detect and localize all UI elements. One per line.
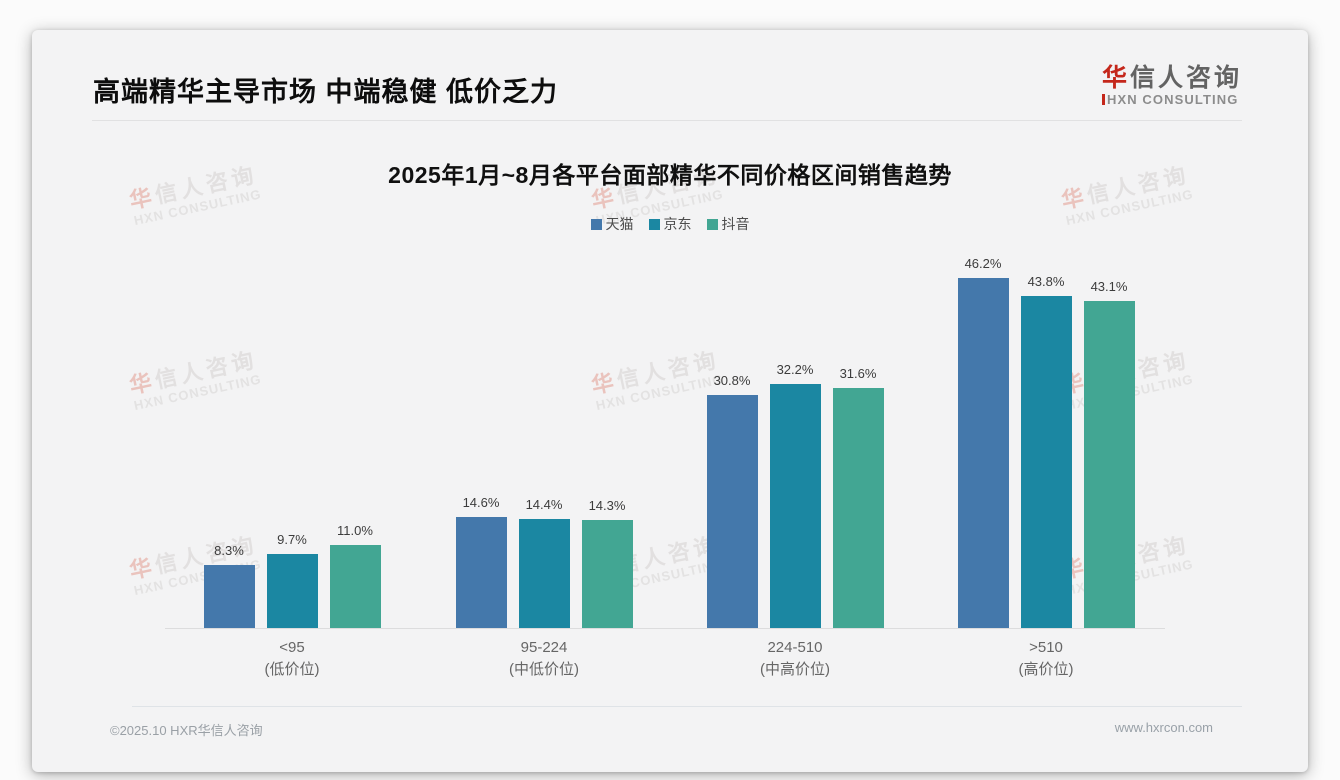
plot-area: 8.3% 9.7% 11.0% <95 (低价位) 14.6% 14.4% 14.3% 95-2… bbox=[32, 30, 1308, 772]
bar-value-label: 32.2% bbox=[776, 362, 814, 377]
bar-天猫-<95[interactable] bbox=[203, 565, 255, 628]
bar-抖音-95-224[interactable] bbox=[581, 520, 633, 628]
category-tier-label: (低价位) bbox=[264, 661, 320, 678]
bar-京东-95-224[interactable] bbox=[518, 519, 570, 628]
category-label-224-510: 224-510 (中高价位) bbox=[695, 637, 895, 681]
category-range-label: 224-510 bbox=[767, 639, 823, 656]
bar-京东-224-510[interactable] bbox=[769, 384, 821, 628]
category-tier-label: (高价位) bbox=[1018, 661, 1074, 678]
logo-red-mark bbox=[1101, 94, 1105, 105]
legend-item-jd[interactable]: 京东 bbox=[648, 214, 692, 234]
bar-value-label: 30.8% bbox=[713, 373, 751, 388]
category-range-label: <95 bbox=[279, 639, 305, 656]
company-logo: 华信人咨询 HXN CONSULTING bbox=[1101, 64, 1242, 107]
report-card: 华信人咨询 HXN CONSULTING 华信人咨询 HXN CONSULTING 华信… bbox=[32, 30, 1308, 772]
category-tier-label: (中高价位) bbox=[760, 661, 830, 678]
logo-zh-accent-char: 华 bbox=[1101, 64, 1130, 92]
footer-copyright: ©2025.10 HXR华信人咨询 bbox=[110, 723, 263, 738]
logo-zh-rest: 信人咨询 bbox=[1129, 64, 1242, 92]
footer-website: www.hxrcon.com bbox=[1114, 720, 1213, 735]
legend-swatch-jd bbox=[648, 218, 660, 230]
bar-value-label: 11.0% bbox=[337, 523, 373, 538]
bar-value-label: 43.1% bbox=[1090, 279, 1128, 294]
legend-label-tmall: 天猫 bbox=[605, 216, 634, 232]
logo-text-zh: 华信人咨询 bbox=[1102, 64, 1242, 92]
bar-天猫->510[interactable] bbox=[957, 278, 1009, 628]
chart-legend: 天猫 京东 抖音 bbox=[32, 214, 1308, 234]
page-title: 高端精华主导市场 中端稳健 低价乏力 bbox=[93, 77, 559, 107]
chart-title: 2025年1月~8月各平台面部精华不同价格区间销售趋势 bbox=[388, 162, 952, 188]
legend-swatch-douyin bbox=[706, 218, 718, 230]
logo-en-label: HXN CONSULTING bbox=[1106, 92, 1239, 107]
bar-抖音-224-510[interactable] bbox=[832, 388, 884, 628]
bar-value-label: 14.4% bbox=[525, 497, 563, 512]
legend-label-douyin: 抖音 bbox=[721, 216, 750, 232]
bar-value-label: 31.6% bbox=[839, 366, 877, 381]
category-label-95-224: 95-224 (中低价位) bbox=[444, 637, 644, 681]
category-range-label: 95-224 bbox=[520, 639, 568, 656]
legend-swatch-tmall bbox=[590, 218, 602, 230]
bar-天猫-224-510[interactable] bbox=[706, 395, 758, 628]
bar-抖音->510[interactable] bbox=[1083, 301, 1135, 628]
bar-value-label: 9.7% bbox=[277, 532, 307, 547]
bar-value-label: 14.3% bbox=[588, 498, 626, 513]
bar-value-label: 8.3% bbox=[214, 543, 244, 558]
legend-label-jd: 京东 bbox=[663, 216, 692, 232]
bar-京东-<95[interactable] bbox=[266, 554, 318, 628]
bar-value-label: 43.8% bbox=[1027, 274, 1065, 289]
legend-item-douyin[interactable]: 抖音 bbox=[706, 214, 750, 234]
x-axis-line bbox=[165, 628, 1165, 629]
bar-天猫-95-224[interactable] bbox=[455, 517, 507, 628]
category-label-<95: <95 (低价位) bbox=[192, 637, 392, 681]
legend-item-tmall[interactable]: 天猫 bbox=[590, 214, 634, 234]
category-range-label: >510 bbox=[1029, 639, 1063, 656]
logo-text-en: HXN CONSULTING bbox=[1101, 92, 1242, 107]
header-divider bbox=[92, 120, 1242, 121]
bar-抖音-<95[interactable] bbox=[329, 545, 381, 628]
category-tier-label: (中低价位) bbox=[509, 661, 579, 678]
category-label->510: >510 (高价位) bbox=[946, 637, 1146, 681]
bar-京东->510[interactable] bbox=[1020, 296, 1072, 628]
bar-value-label: 14.6% bbox=[462, 495, 500, 510]
bar-value-label: 46.2% bbox=[964, 256, 1002, 271]
footer-divider bbox=[132, 706, 1242, 707]
